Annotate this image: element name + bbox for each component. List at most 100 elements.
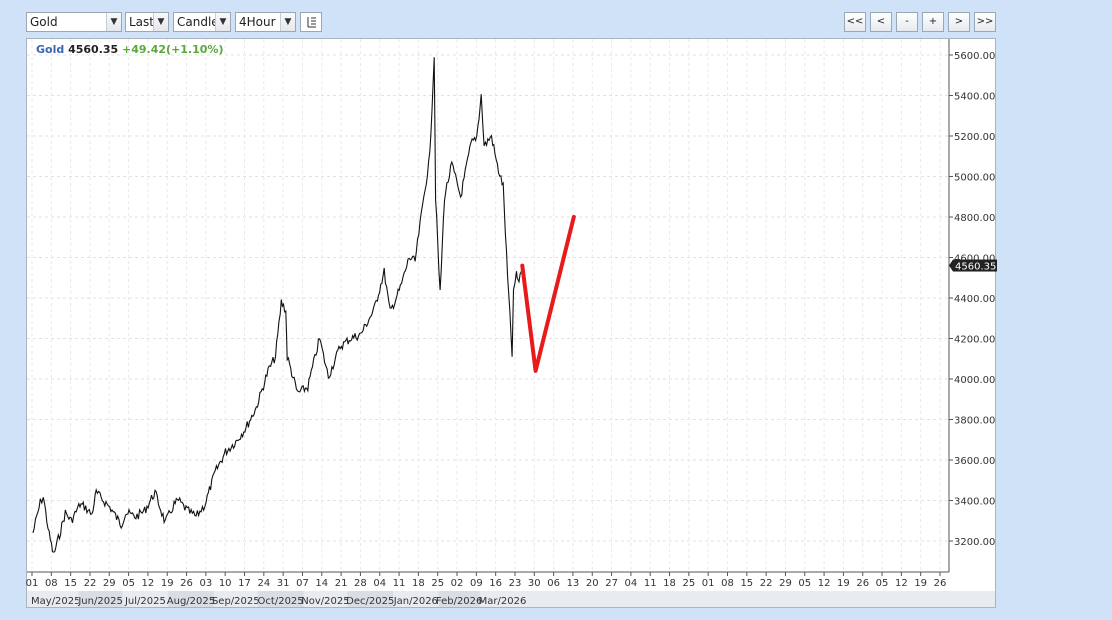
y-tick-label: 3800.00 bbox=[954, 416, 995, 427]
y-tick-label: 4000.00 bbox=[954, 375, 995, 386]
x-tick-label: 31 bbox=[277, 578, 290, 589]
x-tick-label: 20 bbox=[586, 578, 599, 589]
x-tick-label: 16 bbox=[489, 578, 502, 589]
scroll-next-button[interactable]: > bbox=[948, 12, 970, 32]
month-label: Oct/2025 bbox=[258, 596, 304, 607]
x-tick-label: 21 bbox=[335, 578, 348, 589]
month-label: Jul/2025 bbox=[124, 596, 166, 607]
zoom-in-button[interactable]: + bbox=[922, 12, 944, 32]
header-change: +49.42(+1.10%) bbox=[122, 43, 224, 56]
y-tick-label: 4400.00 bbox=[954, 294, 995, 305]
zoom-out-button[interactable]: - bbox=[896, 12, 918, 32]
month-label: May/2025 bbox=[31, 596, 81, 607]
scroll-last-button[interactable]: >> bbox=[974, 12, 996, 32]
chevron-down-icon: ▼ bbox=[106, 13, 121, 31]
x-tick-label: 29 bbox=[103, 578, 116, 589]
last-price-tag-box bbox=[953, 259, 997, 272]
x-tick-label: 18 bbox=[412, 578, 425, 589]
x-tick-label: 11 bbox=[644, 578, 657, 589]
scroll-prev-button[interactable]: < bbox=[870, 12, 892, 32]
x-tick-label: 12 bbox=[142, 578, 155, 589]
x-tick-label: 15 bbox=[740, 578, 753, 589]
y-tick-label: 5000.00 bbox=[954, 173, 995, 184]
y-tick-label: 3600.00 bbox=[954, 456, 995, 467]
x-tick-label: 08 bbox=[721, 578, 734, 589]
x-tick-label: 29 bbox=[779, 578, 792, 589]
y-tick-label: 5200.00 bbox=[954, 132, 995, 143]
x-tick-label: 05 bbox=[876, 578, 889, 589]
x-tick-label: 26 bbox=[934, 578, 947, 589]
x-axis-day-ticks: 01 08 15 22 29 05 12 19 26 03 10 17 24 31 07 14 21 28 04 11… bbox=[26, 572, 947, 589]
x-tick-label: 13 bbox=[567, 578, 580, 589]
grid-lines bbox=[27, 39, 949, 572]
y-tick-label: 3200.00 bbox=[954, 537, 995, 548]
x-tick-label: 17 bbox=[238, 578, 251, 589]
x-tick-label: 18 bbox=[663, 578, 676, 589]
x-tick-label: 06 bbox=[547, 578, 560, 589]
chart-style-value: Candle bbox=[177, 15, 219, 29]
month-band-stripe bbox=[78, 591, 123, 607]
x-tick-label: 02 bbox=[451, 578, 464, 589]
x-tick-label: 04 bbox=[373, 578, 386, 589]
x-tick-label: 19 bbox=[914, 578, 927, 589]
x-tick-label: 14 bbox=[315, 578, 328, 589]
month-label: Sep/2025 bbox=[212, 596, 260, 607]
y-axis-ticks: 3200.00 3400.00 3600.00 3800.00 4000.00 4200.… bbox=[949, 51, 995, 548]
y-tick-label: 3400.00 bbox=[954, 497, 995, 508]
x-tick-label: 23 bbox=[509, 578, 522, 589]
x-tick-label: 19 bbox=[837, 578, 850, 589]
x-tick-label: 19 bbox=[161, 578, 174, 589]
x-tick-label: 24 bbox=[257, 578, 270, 589]
x-tick-label: 15 bbox=[64, 578, 77, 589]
bar-chart-settings-icon bbox=[307, 17, 316, 28]
month-band-stripe bbox=[257, 591, 304, 607]
scroll-first-button[interactable]: << bbox=[844, 12, 866, 32]
y-tick-label: 4800.00 bbox=[954, 213, 995, 224]
header-symbol: Gold bbox=[36, 43, 65, 56]
symbol-select[interactable]: Gold ▼ bbox=[26, 12, 122, 32]
month-label: Jan/2026 bbox=[393, 596, 438, 607]
symbol-select-value: Gold bbox=[30, 15, 58, 29]
y-tick-label: 5600.00 bbox=[954, 51, 995, 62]
x-tick-label: 26 bbox=[180, 578, 193, 589]
x-tick-label: 30 bbox=[528, 578, 541, 589]
x-tick-label: 26 bbox=[856, 578, 869, 589]
x-tick-label: 09 bbox=[470, 578, 483, 589]
y-tick-label: 5400.00 bbox=[954, 92, 995, 103]
x-tick-label: 27 bbox=[605, 578, 618, 589]
last-price-tag-arrow bbox=[949, 259, 953, 272]
x-tick-label: 08 bbox=[45, 578, 58, 589]
month-label: Dec/2025 bbox=[346, 596, 394, 607]
chart-settings-button[interactable] bbox=[300, 12, 322, 32]
y-tick-label: 4600.00 bbox=[954, 254, 995, 265]
month-band-stripe bbox=[168, 591, 214, 607]
x-tick-label: 28 bbox=[354, 578, 367, 589]
month-label: Mar/2026 bbox=[479, 596, 527, 607]
x-tick-label: 01 bbox=[26, 578, 39, 589]
drawn-trend-annotation bbox=[520, 215, 576, 373]
header-price: 4560.35 bbox=[68, 43, 119, 56]
x-tick-label: 01 bbox=[702, 578, 715, 589]
x-tick-label: 25 bbox=[682, 578, 695, 589]
x-tick-label: 22 bbox=[760, 578, 773, 589]
interval-value: 4Hour bbox=[239, 15, 276, 29]
x-tick-label: 12 bbox=[895, 578, 908, 589]
chevron-down-icon: ▼ bbox=[280, 13, 295, 31]
last-price-tag: 4560.35 bbox=[949, 259, 997, 273]
chevron-down-icon: ▼ bbox=[153, 13, 168, 31]
last-price-label: 4560.35 bbox=[955, 262, 996, 273]
month-band-stripe bbox=[347, 591, 394, 607]
chart-frame[interactable] bbox=[26, 38, 996, 608]
price-type-select[interactable]: Last ▼ bbox=[125, 12, 169, 32]
month-label: Jun/2025 bbox=[77, 596, 122, 607]
x-tick-label: 03 bbox=[200, 578, 213, 589]
chart-header: Gold 4560.35 +49.42(+1.10%) bbox=[36, 43, 223, 56]
x-tick-label: 25 bbox=[431, 578, 444, 589]
y-tick-label: 4200.00 bbox=[954, 335, 995, 346]
chevron-down-icon: ▼ bbox=[215, 13, 230, 31]
month-label: Feb/2026 bbox=[436, 596, 483, 607]
chart-style-select[interactable]: Candle ▼ bbox=[173, 12, 231, 32]
interval-select[interactable]: 4Hour ▼ bbox=[235, 12, 296, 32]
